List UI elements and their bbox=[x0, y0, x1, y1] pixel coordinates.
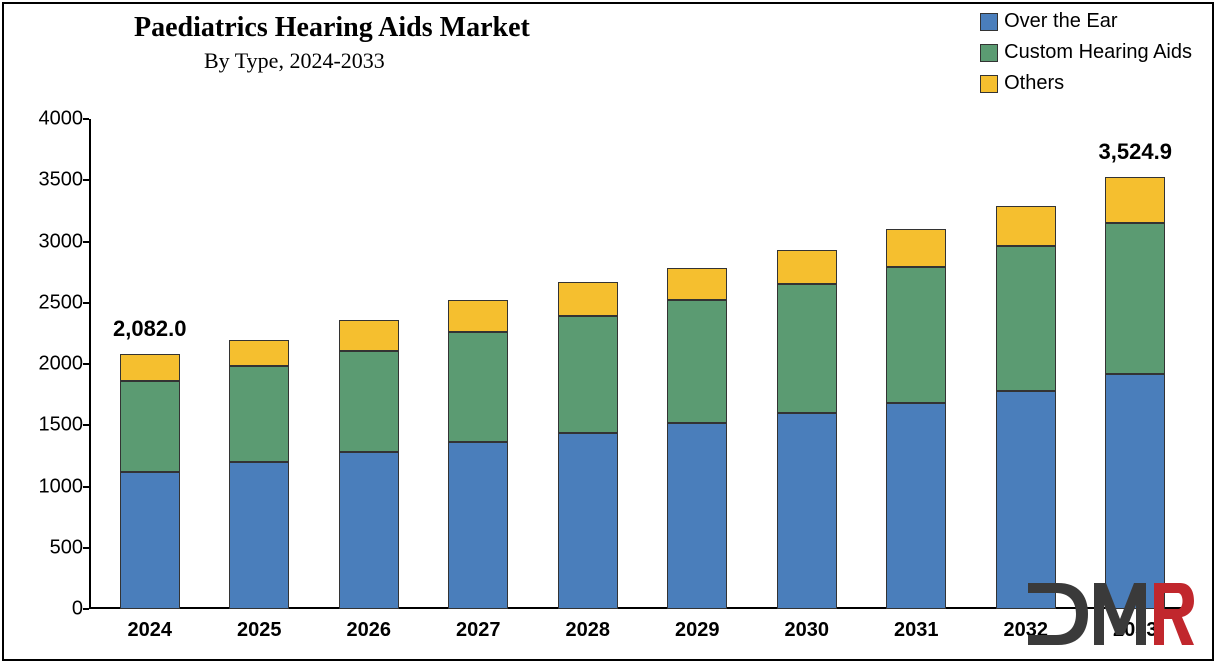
bar-segment bbox=[448, 300, 508, 332]
y-tick-label: 0 bbox=[72, 598, 83, 621]
bar-segment bbox=[996, 206, 1056, 246]
legend-swatch-icon bbox=[980, 75, 998, 93]
bar-segment bbox=[558, 433, 618, 609]
y-tick-label: 2000 bbox=[39, 353, 84, 376]
bar-segment bbox=[339, 351, 399, 453]
bar-segment bbox=[229, 462, 289, 609]
bar-segment bbox=[777, 250, 837, 284]
bar-segment bbox=[667, 300, 727, 423]
bar-segment bbox=[339, 452, 399, 609]
bar-segment bbox=[120, 381, 180, 472]
x-category-label: 2028 bbox=[558, 619, 618, 642]
bar-segment bbox=[777, 413, 837, 609]
y-tick-label: 1000 bbox=[39, 475, 84, 498]
bar-segment bbox=[777, 284, 837, 413]
bar-segment bbox=[1105, 223, 1165, 374]
bar-data-label: 3,524.9 bbox=[1099, 139, 1172, 165]
logo-m-icon bbox=[1094, 583, 1146, 645]
y-tick-label: 500 bbox=[50, 536, 83, 559]
bar-group: 2026 bbox=[339, 119, 399, 609]
bar-segment bbox=[996, 246, 1056, 391]
bar-segment bbox=[886, 267, 946, 403]
legend: Over the Ear Custom Hearing Aids Others bbox=[980, 10, 1192, 103]
bar-segment bbox=[120, 472, 180, 609]
bar-segment bbox=[1105, 177, 1165, 223]
bar-segment bbox=[448, 442, 508, 609]
x-category-label: 2031 bbox=[886, 619, 946, 642]
bar-segment bbox=[886, 229, 946, 267]
x-category-label: 2030 bbox=[777, 619, 837, 642]
chart-subtitle: By Type, 2024-2033 bbox=[204, 48, 385, 74]
bar-segment bbox=[1105, 374, 1165, 609]
legend-label: Others bbox=[1004, 72, 1064, 95]
bar-segment bbox=[886, 403, 946, 609]
chart-title: Paediatrics Hearing Aids Market bbox=[134, 12, 530, 44]
bar-data-label: 2,082.0 bbox=[113, 316, 186, 342]
bar-segment bbox=[558, 282, 618, 316]
x-category-label: 2025 bbox=[229, 619, 289, 642]
legend-swatch-icon bbox=[980, 13, 998, 31]
bar-group: 2025 bbox=[229, 119, 289, 609]
bar-segment bbox=[229, 366, 289, 462]
x-category-label: 2027 bbox=[448, 619, 508, 642]
y-tick-label: 3000 bbox=[39, 230, 84, 253]
legend-item: Others bbox=[980, 72, 1192, 95]
bar-group: 2027 bbox=[448, 119, 508, 609]
x-category-label: 2029 bbox=[667, 619, 727, 642]
bar-segment bbox=[996, 391, 1056, 609]
bars-container: 20242,082.0 2025 2026 2027 2028 2029 2030 2031 2… bbox=[89, 119, 1184, 609]
y-tick-label: 3500 bbox=[39, 169, 84, 192]
legend-item: Custom Hearing Aids bbox=[980, 41, 1192, 64]
legend-label: Custom Hearing Aids bbox=[1004, 41, 1192, 64]
bar-group: 20242,082.0 bbox=[120, 119, 180, 609]
bar-segment bbox=[120, 354, 180, 381]
plot-area: 05001000150020002500300035004000 20242,0… bbox=[89, 119, 1184, 609]
bar-segment bbox=[448, 332, 508, 442]
logo-r-icon bbox=[1154, 583, 1194, 645]
x-category-label: 2026 bbox=[339, 619, 399, 642]
bar-group: 2031 bbox=[886, 119, 946, 609]
logo-d-icon bbox=[1028, 583, 1088, 645]
y-tick-label: 2500 bbox=[39, 291, 84, 314]
chart-frame: Paediatrics Hearing Aids Market By Type,… bbox=[2, 2, 1214, 661]
bar-segment bbox=[339, 320, 399, 351]
y-tick-label: 4000 bbox=[39, 108, 84, 131]
y-tick-label: 1500 bbox=[39, 414, 84, 437]
brand-logo bbox=[1024, 579, 1194, 649]
bar-segment bbox=[558, 316, 618, 432]
bar-group: 20333,524.9 bbox=[1105, 119, 1165, 609]
bar-segment bbox=[667, 268, 727, 300]
x-category-label: 2024 bbox=[120, 619, 180, 642]
legend-swatch-icon bbox=[980, 44, 998, 62]
legend-label: Over the Ear bbox=[1004, 10, 1117, 33]
legend-item: Over the Ear bbox=[980, 10, 1192, 33]
bar-group: 2028 bbox=[558, 119, 618, 609]
bar-group: 2032 bbox=[996, 119, 1056, 609]
bar-segment bbox=[229, 340, 289, 367]
bar-segment bbox=[667, 423, 727, 609]
bar-group: 2029 bbox=[667, 119, 727, 609]
bar-group: 2030 bbox=[777, 119, 837, 609]
